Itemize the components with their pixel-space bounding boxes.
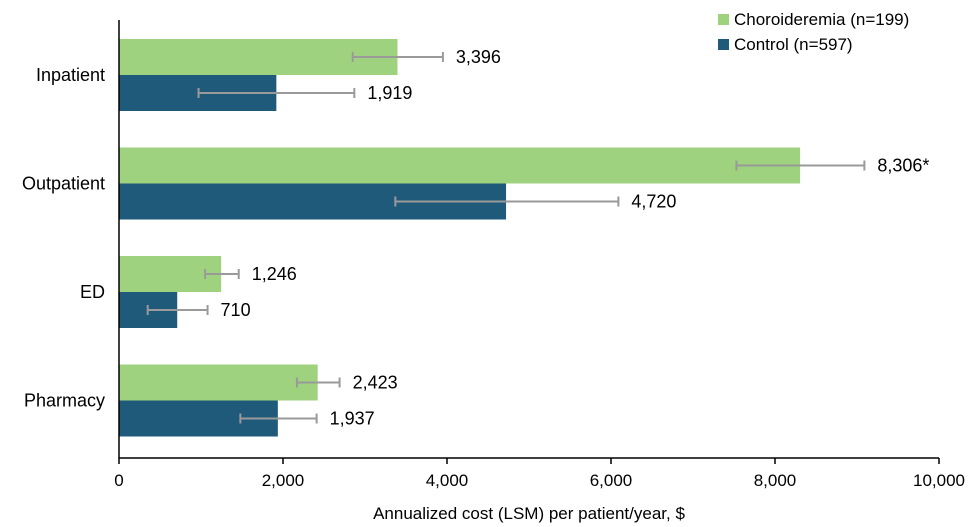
x-tick-label: 10,000 — [913, 471, 965, 490]
category-label-ed: ED — [80, 282, 105, 302]
legend-swatch-control — [718, 39, 729, 50]
x-axis-title: Annualized cost (LSM) per patient/year, … — [373, 504, 685, 523]
bar-choroideremia-pharmacy — [119, 364, 318, 401]
legend: Choroideremia (n=199) Control (n=597) — [718, 10, 909, 54]
data-label-choroideremia-outpatient: 8,306* — [877, 156, 929, 176]
category-label-inpatient: Inpatient — [36, 65, 105, 85]
x-tick-label: 4,000 — [426, 471, 469, 490]
data-label-control-pharmacy: 1,937 — [330, 409, 375, 429]
data-label-choroideremia-pharmacy: 2,423 — [353, 373, 398, 393]
x-tick-label: 6,000 — [590, 471, 633, 490]
bar-choroideremia-inpatient — [119, 39, 398, 75]
data-label-control-inpatient: 1,919 — [367, 83, 412, 103]
data-label-choroideremia-ed: 1,246 — [252, 264, 297, 284]
x-tick-label: 2,000 — [262, 471, 305, 490]
data-label-choroideremia-inpatient: 3,396 — [456, 47, 501, 67]
legend-label-control: Control (n=597) — [734, 35, 853, 54]
data-label-control-outpatient: 4,720 — [631, 192, 676, 212]
axes-group: Inpatient Outpatient ED Pharmacy 0 2,000 4,000… — [22, 20, 965, 490]
x-tick-label: 8,000 — [754, 471, 797, 490]
category-label-outpatient: Outpatient — [22, 174, 105, 194]
x-tick-label: 0 — [114, 471, 123, 490]
bar-choroideremia-outpatient — [119, 147, 801, 184]
legend-swatch-choroideremia — [718, 14, 729, 25]
legend-label-choroideremia: Choroideremia (n=199) — [734, 10, 909, 29]
data-label-control-ed: 710 — [221, 300, 251, 320]
category-label-pharmacy: Pharmacy — [24, 391, 105, 411]
